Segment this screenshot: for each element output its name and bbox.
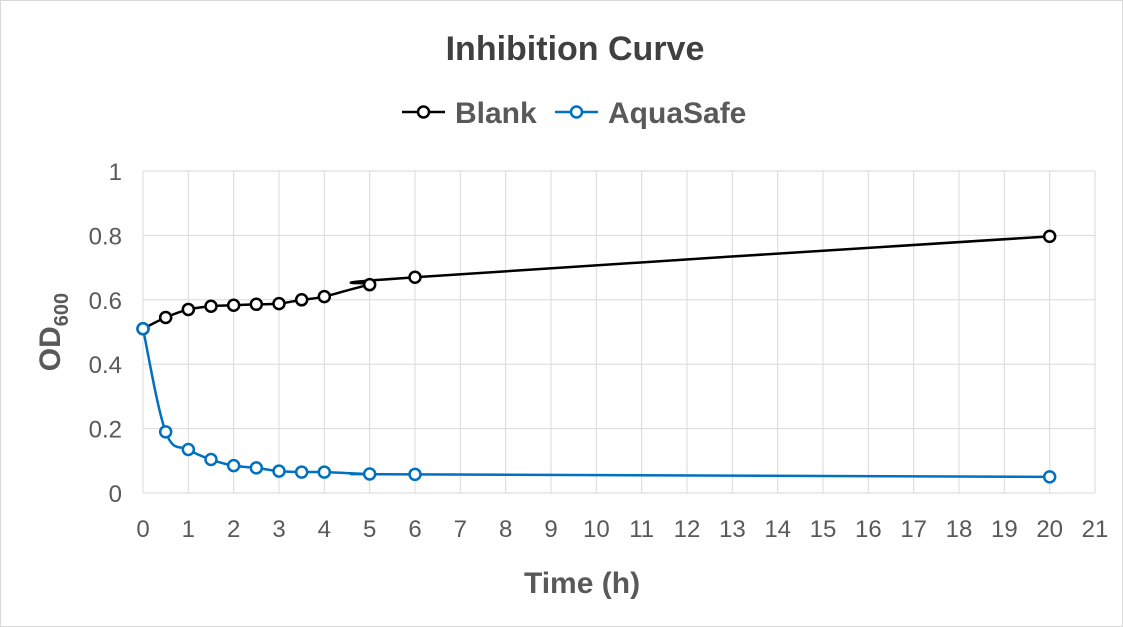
x-tick-label: 18: [946, 516, 973, 543]
legend-marker-aquasafe: [569, 105, 584, 119]
series-lines: [136, 229, 1057, 484]
x-tick-label: 20: [1036, 516, 1063, 543]
y-axis-ticks: 0 0.2 0.4 0.6 0.8 1: [89, 159, 122, 508]
legend-label-blank: Blank: [455, 97, 537, 130]
data-point-blank: [158, 310, 173, 325]
y-axis-title-main: OD: [34, 326, 67, 371]
y-axis-title: OD600: [34, 293, 73, 371]
x-tick-label: 8: [499, 516, 512, 543]
data-point-blank: [294, 293, 309, 307]
x-tick-label: 14: [764, 516, 791, 543]
data-point-blank: [317, 289, 332, 304]
x-tick-label: 7: [454, 516, 467, 543]
x-tick-label: 16: [855, 516, 882, 543]
legend-marker-blank: [416, 105, 431, 119]
chart-title: Inhibition Curve: [446, 30, 705, 68]
x-tick-label: 5: [363, 516, 376, 543]
y-tick-label: 0.2: [89, 417, 122, 444]
x-axis-ticks: 0 1 2 3 4 5 6 7 8 9 10 11 12 13 14 15 16 17 18 19 20 21: [136, 516, 1108, 543]
x-tick-label: 10: [583, 516, 610, 543]
x-tick-label: 17: [900, 516, 927, 543]
x-tick-label: 4: [318, 516, 331, 543]
data-point-aquasafe: [204, 452, 218, 467]
legend-label-aquasafe: AquaSafe: [608, 97, 746, 130]
data-point-blank: [408, 270, 422, 285]
x-tick-label: 12: [674, 516, 701, 543]
y-tick-label: 0.6: [89, 288, 122, 315]
data-point-blank: [1042, 229, 1057, 244]
x-tick-label: 0: [136, 516, 149, 543]
x-tick-label: 15: [810, 516, 837, 543]
x-tick-label: 2: [227, 516, 240, 543]
data-point-aquasafe: [317, 465, 332, 479]
x-tick-label: 19: [991, 516, 1018, 543]
x-tick-label: 6: [408, 516, 421, 543]
legend: Blank AquaSafe: [402, 97, 746, 130]
x-tick-label: 11: [629, 516, 654, 543]
y-tick-label: 0.8: [89, 223, 122, 250]
data-point-blank: [226, 298, 241, 313]
data-point-blank: [181, 302, 196, 317]
data-point-aquasafe: [249, 461, 264, 475]
x-axis-title: Time (h): [524, 567, 640, 600]
y-tick-label: 1: [109, 159, 122, 186]
data-point-aquasafe: [1042, 470, 1057, 484]
data-point-blank: [362, 277, 377, 292]
data-point-blank: [204, 299, 218, 313]
y-tick-label: 0.4: [89, 352, 122, 379]
data-point-blank: [272, 296, 286, 311]
data-point-aquasafe: [226, 458, 241, 473]
x-tick-label: 21: [1082, 516, 1109, 543]
data-point-blank: [249, 297, 264, 312]
x-tick-label: 13: [719, 516, 746, 543]
x-tick-label: 9: [544, 516, 557, 543]
data-point-aquasafe: [136, 322, 150, 336]
data-point-aquasafe: [158, 425, 173, 439]
gridlines: [142, 170, 1096, 494]
y-axis-title-subscript: 600: [51, 293, 73, 326]
data-point-aquasafe: [408, 467, 422, 482]
data-point-aquasafe: [362, 467, 377, 481]
data-point-aquasafe: [272, 464, 286, 478]
y-tick-label: 0: [109, 481, 122, 508]
x-tick-label: 1: [182, 516, 195, 543]
data-point-aquasafe: [294, 465, 309, 479]
x-tick-label: 3: [272, 516, 285, 543]
data-point-aquasafe: [181, 442, 196, 457]
